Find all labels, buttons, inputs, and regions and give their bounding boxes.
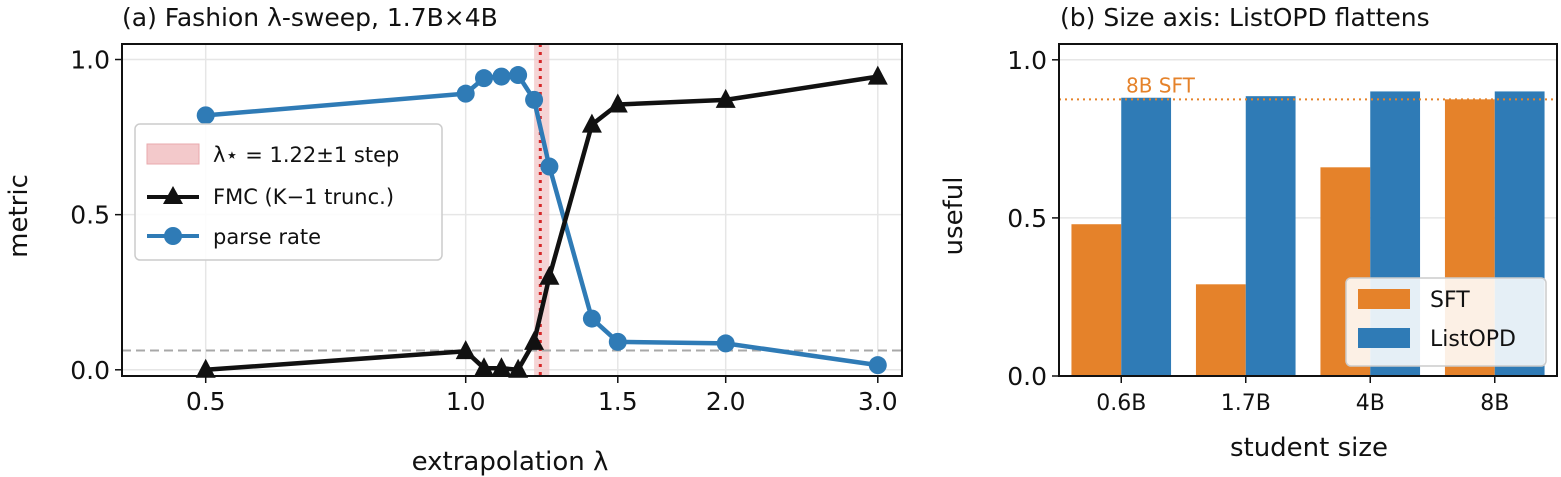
legend-sft-label: SFT — [1430, 288, 1470, 313]
fmc-point — [508, 358, 529, 378]
parse-rate-point — [475, 69, 494, 88]
x-tick-label: 4B — [1356, 391, 1385, 416]
fmc-point — [581, 113, 602, 133]
fmc-point — [455, 340, 476, 360]
x-tick-label: 1.0 — [446, 387, 486, 416]
parse-rate-point — [582, 309, 601, 328]
parse-rate-point — [509, 66, 528, 85]
parse-rate-point — [868, 356, 887, 375]
listopd-bar — [1121, 97, 1172, 376]
panel-b-chart: (b) Size axis: ListOPD flattens student … — [939, 3, 1558, 463]
parse-rate-point — [492, 67, 511, 86]
fmc-point — [524, 330, 545, 350]
listopd-bar — [1245, 96, 1296, 377]
legend-fmc-triangle-icon — [163, 186, 183, 204]
panel-a-title: (a) Fashion λ-sweep, 1.7B×4B — [122, 3, 498, 32]
x-tick-label: 3.0 — [858, 387, 898, 416]
x-tick-label: 1.7B — [1221, 391, 1271, 416]
legend-lambda-star-label: λ⋆ = 1.22±1 step — [213, 143, 399, 167]
panel-b-reference-line: 8B SFT — [1059, 73, 1557, 101]
parse-rate-point — [608, 332, 627, 351]
panel-a-chart: (a) Fashion λ-sweep, 1.7B×4B extrapolati… — [4, 3, 903, 477]
fmc-point — [607, 93, 628, 113]
panel-a-frame — [121, 43, 903, 377]
legend-parse-rate-label: parse rate — [213, 225, 321, 249]
legend-fmc-label: FMC (K−1 trunc.) — [213, 185, 394, 209]
parse-rate-point — [716, 334, 735, 353]
sft-bar — [1071, 224, 1122, 376]
legend-parse-rate-circle-icon — [164, 227, 182, 245]
fmc-point — [867, 65, 888, 85]
y-tick-label: 1.0 — [70, 46, 110, 75]
x-tick-label: 0.6B — [1096, 391, 1146, 416]
panel-b-title: (b) Size axis: ListOPD flattens — [1060, 3, 1430, 32]
legend-listopd-swatch — [1358, 328, 1410, 348]
y-tick-label: 0.0 — [70, 356, 110, 385]
fmc-point — [195, 358, 216, 378]
x-tick-label: 0.5 — [186, 387, 226, 416]
panel-b-legend: SFT ListOPD — [1345, 277, 1547, 367]
x-tick-label: 2.0 — [706, 387, 746, 416]
parse-rate-point — [456, 84, 475, 103]
legend-lambda-star-swatch — [146, 143, 200, 165]
fmc-point — [474, 357, 495, 377]
y-tick-label: 0.0 — [1007, 362, 1047, 391]
reference-line-label: 8B SFT — [1126, 73, 1196, 97]
panel-a-y-axis-label: metric — [4, 174, 34, 258]
x-tick-label: 1.5 — [598, 387, 638, 416]
parse-rate-point — [540, 157, 559, 176]
fmc-point — [715, 88, 736, 108]
panel-a-series — [195, 65, 888, 378]
panel-a-legend: λ⋆ = 1.22±1 step FMC (K−1 trunc.) parse … — [134, 123, 443, 261]
legend-sft-swatch — [1358, 289, 1410, 309]
panel-a-x-axis-label: extrapolation λ — [412, 447, 609, 477]
x-tick-label: 8B — [1480, 391, 1509, 416]
panel-b-y-axis-label: useful — [939, 177, 969, 256]
y-tick-label: 0.5 — [70, 201, 110, 230]
panel-a-ticks: 0.5 1.0 1.5 2.0 3.0 0.0 0.5 1.0 — [70, 46, 897, 416]
panel-b-ticks: 0.0 0.5 1.0 0.6B 1.7B 4B 8B — [1007, 46, 1509, 416]
panel-b-frame — [1058, 43, 1558, 377]
y-tick-label: 1.0 — [1007, 46, 1047, 75]
parse-rate-point — [196, 106, 215, 125]
parse-rate-point — [525, 90, 544, 109]
sft-bar — [1195, 284, 1246, 376]
fmc-point — [539, 265, 560, 285]
panel-a-legend-box — [134, 123, 443, 261]
panel-b-x-axis-label: student size — [1230, 433, 1388, 463]
y-tick-label: 0.5 — [1007, 204, 1047, 233]
legend-listopd-label: ListOPD — [1430, 327, 1516, 352]
fmc-point — [491, 357, 512, 377]
